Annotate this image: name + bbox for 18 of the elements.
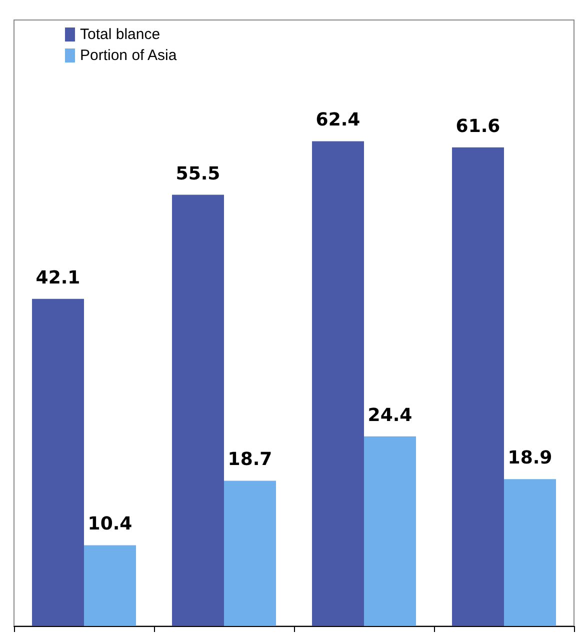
- data-label: 18.7: [228, 449, 272, 470]
- bar: [312, 141, 364, 626]
- bar: [364, 436, 416, 626]
- data-label: 62.4: [316, 110, 360, 131]
- data-label: 18.9: [508, 448, 552, 469]
- bar: [84, 545, 136, 626]
- data-label: 24.4: [368, 404, 412, 426]
- legend-label: Total blance: [80, 26, 160, 43]
- bar: [504, 479, 556, 626]
- data-label: 42.1: [36, 267, 80, 288]
- bar: [172, 194, 224, 626]
- bar: [32, 298, 84, 626]
- data-label: 55.5: [176, 163, 220, 184]
- bar: [224, 480, 276, 626]
- legend-label: Portion of Asia: [80, 47, 178, 64]
- data-label: 10.4: [88, 514, 132, 535]
- bar: [452, 147, 504, 626]
- data-label: 61.6: [456, 116, 500, 137]
